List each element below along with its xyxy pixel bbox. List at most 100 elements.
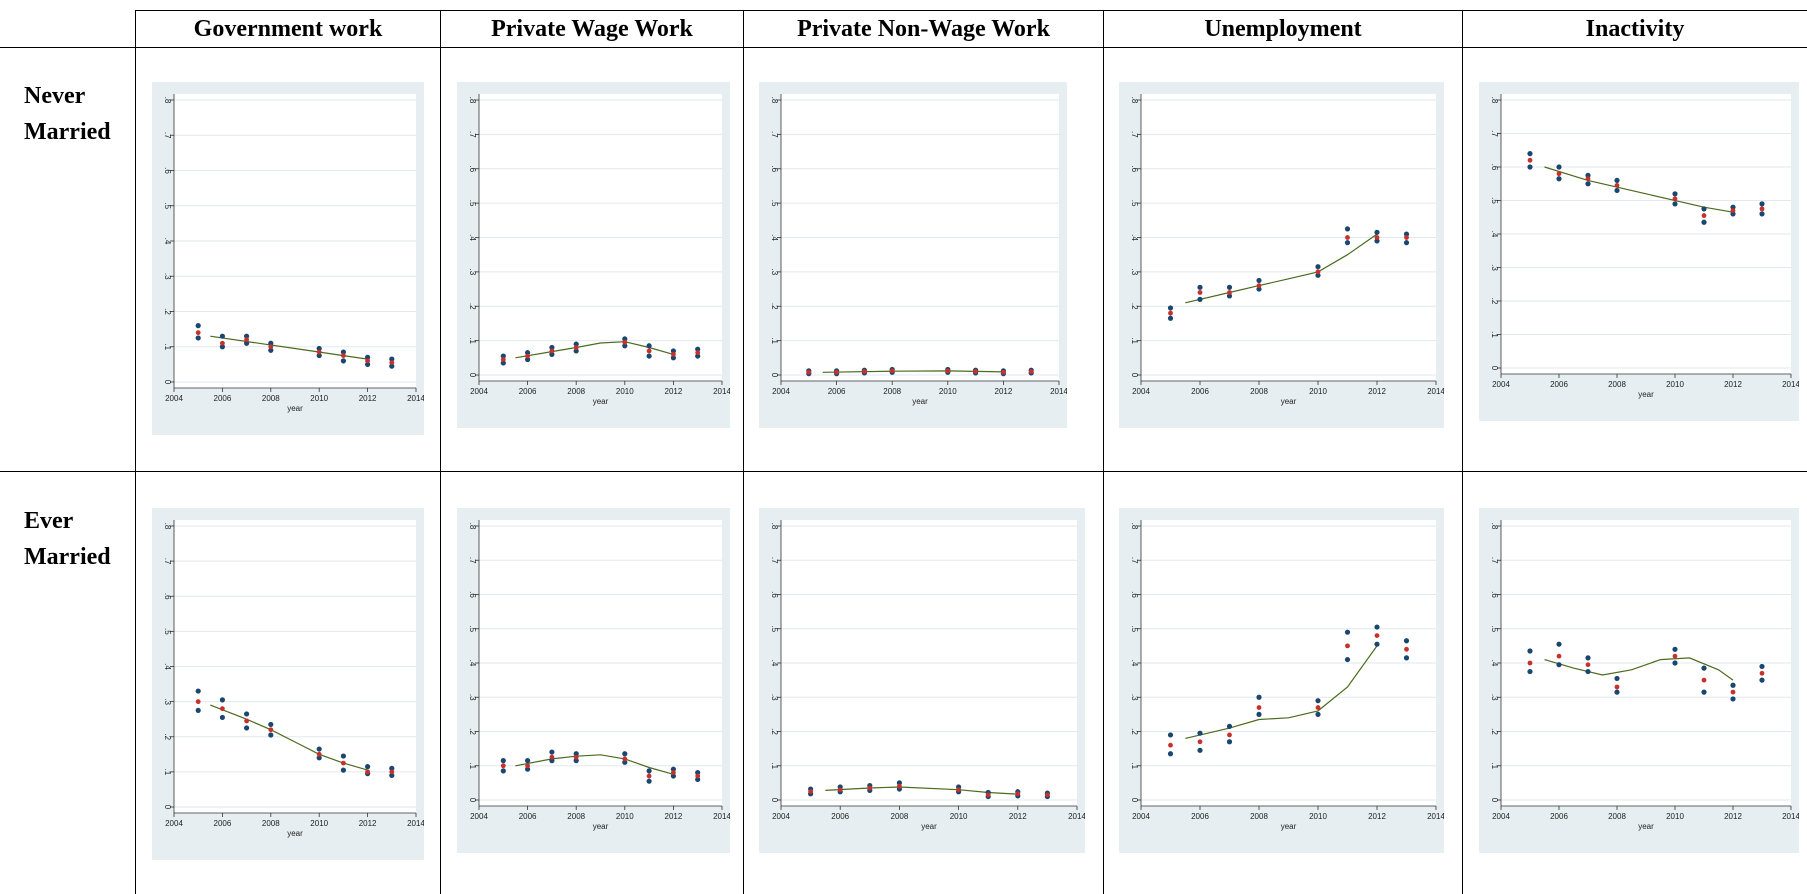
x-tick-label: 2014 [1782,380,1799,389]
y-tick-label: .3 [163,273,172,280]
ci-lower-point [573,348,579,354]
column-divider [1462,10,1463,894]
x-tick-label: 2006 [214,394,232,403]
column-divider [440,10,441,894]
y-tick-label: .5 [770,200,779,207]
y-tick-label: .2 [770,728,779,735]
x-tick-label: 2014 [713,387,730,396]
x-tick-label: 2010 [939,387,957,396]
ci-lower-point [1585,668,1591,675]
y-tick-label: .8 [770,97,779,104]
x-axis-label: year [593,397,609,406]
mean-point [1585,662,1591,668]
ci-upper-point [1585,172,1591,178]
ci-lower-point [1556,176,1562,182]
mean-point [646,348,652,354]
mean-point [808,789,813,794]
ci-upper-point [1226,723,1233,729]
ci-upper-point [1344,629,1351,635]
y-tick-label: .8 [163,523,172,530]
y-tick-label: .1 [163,343,172,350]
chart-panel: 0 .1 .2 .3 .4 .5 .6 .7 .8 2004 2006 2008 2010 2012 201… [152,82,424,435]
mean-point [889,368,895,374]
x-axis-label: year [287,404,303,413]
x-tick-label: 2008 [891,812,909,821]
ci-upper-point [1759,201,1765,207]
mean-point [1168,742,1173,748]
x-tick-label: 2006 [1550,380,1568,389]
ci-upper-point [1614,675,1620,682]
x-tick-label: 2004 [772,812,790,821]
y-tick-label: .5 [1490,625,1499,632]
x-tick-label: 2014 [407,394,424,403]
ci-lower-point [195,335,201,341]
column-header-government-work: Government work [193,15,383,42]
mean-point [1028,369,1034,374]
column-header-private-non-wage-work: Private Non-Wage Work [797,15,1050,42]
y-tick-label: .8 [1130,523,1139,530]
y-tick-label: .6 [468,591,477,598]
x-tick-label: 2012 [1368,812,1386,821]
ci-lower-point [695,776,701,783]
ci-lower-point [268,732,274,738]
mean-point [834,369,839,375]
x-tick-label: 2010 [1309,812,1327,821]
y-tick-label: 0 [1130,373,1139,378]
ci-lower-point [646,778,652,784]
mean-point [646,773,652,779]
y-tick-label: .3 [1130,269,1139,276]
fitted-curve [825,786,1018,795]
y-tick-label: .7 [1130,131,1139,138]
ci-lower-point [525,356,531,363]
ci-upper-point [1403,231,1410,237]
y-tick-label: .1 [468,762,477,769]
y-tick-label: .4 [1130,660,1139,667]
mean-point [389,360,395,366]
mean-point [1759,206,1765,212]
y-tick-label: .8 [1130,97,1139,104]
ci-upper-point [1374,624,1380,630]
chart-panel: 0 .1 .2 .3 .4 .5 .6 .7 .8 2004 2006 2008 2010 2012 201… [1479,508,1799,853]
ci-lower-point [1315,711,1321,717]
y-tick-label: .6 [468,165,477,172]
y-tick-label: 0 [468,798,477,803]
x-tick-label: 2008 [1608,380,1626,389]
y-tick-label: .7 [770,557,779,564]
x-tick-label: 2010 [310,394,328,403]
mean-point [573,754,579,760]
y-tick-label: .7 [163,132,172,139]
mean-point [1672,196,1678,202]
mean-point [945,368,951,374]
x-tick-label: 2012 [359,394,377,403]
x-axis-label: year [1281,822,1297,831]
y-tick-label: .1 [1130,762,1139,769]
mean-point [1256,705,1262,710]
ci-upper-point [1556,164,1562,170]
x-tick-label: 2010 [616,812,634,821]
y-tick-label: .4 [163,663,172,670]
chart-panel: 0 .1 .2 .3 .4 .5 .6 .7 .8 2004 2006 2008 2010 2012 201… [457,82,730,428]
mean-point [1614,684,1620,690]
x-tick-label: 2008 [262,394,280,403]
ci-upper-point [1315,264,1321,270]
y-tick-label: .4 [468,660,477,667]
ci-lower-point [525,766,531,772]
ci-lower-point [1374,238,1380,244]
ci-upper-point [1527,648,1533,654]
y-tick-label: .7 [468,131,477,138]
ci-lower-point [1167,751,1174,757]
ci-lower-point [1527,668,1533,675]
mean-point [1701,213,1707,218]
y-tick-label: .2 [770,303,779,310]
column-divider [135,10,136,894]
x-tick-label: 2008 [567,387,585,396]
x-tick-label: 2010 [616,387,634,396]
ci-lower-point [1197,747,1203,753]
x-tick-label: 2014 [1427,812,1444,821]
x-axis-label: year [1638,822,1654,831]
ci-upper-point [573,751,579,757]
ci-lower-point [695,353,701,359]
y-tick-label: .4 [770,234,779,241]
y-tick-label: .7 [163,558,172,565]
mean-point [1730,208,1736,213]
